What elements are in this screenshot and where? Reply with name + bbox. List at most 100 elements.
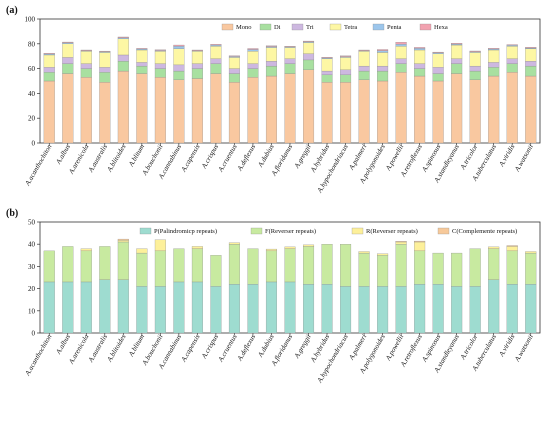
bar-segment-a: [173, 44, 185, 47]
bar-segment-b: [62, 246, 74, 283]
legend-label-a: Penta: [387, 24, 402, 31]
bar-segment-b: [99, 279, 111, 334]
bar-segment-b: [191, 248, 203, 283]
bar-segment-a: [62, 43, 74, 58]
category-label-a: A.greggii: [292, 143, 312, 170]
bar-segment-b: [469, 286, 481, 334]
category-label-b: A.dubius: [256, 333, 276, 359]
category-label-b: A.blitum: [127, 333, 146, 359]
bar-segment-b: [80, 250, 92, 283]
y-tick-label-b: 30: [28, 263, 36, 271]
bar-segment-b: [321, 244, 333, 285]
bar-segment-a: [191, 63, 203, 69]
bar-segment-a: [525, 47, 537, 49]
bar-segment-b: [358, 251, 370, 254]
bar-segment-a: [395, 42, 407, 45]
bar-segment-b: [173, 248, 185, 283]
bar-segment-b: [80, 248, 92, 252]
bar-segment-a: [247, 51, 259, 64]
bar-segment-a: [469, 70, 481, 80]
bar-segment-b: [395, 241, 407, 245]
legend-label-a: Mono: [236, 24, 252, 31]
bar-segment-a: [377, 49, 389, 51]
bar-segment-a: [265, 45, 278, 47]
bar-segment-a: [173, 48, 185, 66]
legend-swatch-b: [250, 227, 263, 235]
bar-segment-a: [154, 51, 166, 64]
bar-segment-a: [395, 63, 407, 73]
bar-segment-b: [284, 248, 296, 283]
bar-segment-a: [506, 72, 518, 144]
bar-segment-a: [154, 63, 166, 69]
bar-segment-b: [395, 244, 407, 287]
bar-segment-a: [395, 72, 407, 144]
y-tick-label-b: 20: [28, 285, 36, 293]
bar-segment-a: [228, 82, 240, 144]
legend-label-b: C(Complemente repeats): [452, 228, 517, 235]
bar-segment-b: [117, 238, 129, 241]
bar-segment-a: [321, 70, 333, 75]
y-tick-label-a: 40: [28, 90, 36, 98]
bar-segment-a: [525, 48, 537, 62]
bar-segment-b: [451, 286, 463, 334]
bar-segment-a: [210, 46, 222, 59]
bar-segment-a: [62, 41, 74, 43]
bar-segment-a: [210, 73, 222, 144]
bar-segment-a: [228, 73, 240, 83]
bar-segment-b: [136, 286, 148, 334]
bar-segment-b: [377, 286, 389, 334]
bar-segment-a: [117, 61, 129, 72]
bar-segment-a: [117, 36, 129, 38]
bar-segment-a: [414, 68, 426, 77]
bar-segment-a: [99, 72, 111, 83]
bar-segment-a: [377, 50, 389, 53]
bar-segment-b: [321, 284, 333, 334]
bar-segment-b: [43, 250, 55, 283]
bar-segment-a: [358, 79, 370, 144]
bar-segment-a: [191, 49, 203, 51]
bar-segment-a: [62, 73, 74, 144]
category-label-a: A.deflexus: [235, 143, 257, 173]
bar-segment-b: [506, 284, 518, 334]
bar-segment-a: [340, 57, 352, 70]
bar-segment-a: [451, 43, 463, 45]
bar-segment-a: [469, 52, 481, 67]
legend-swatch-a: [259, 23, 272, 31]
bar-segment-a: [488, 49, 500, 63]
bar-segment-a: [451, 73, 463, 144]
bar-segment-a: [80, 51, 92, 64]
bar-segment-a: [247, 49, 259, 52]
bar-segment-b: [191, 246, 203, 249]
bar-segment-b: [488, 246, 500, 249]
bar-segment-a: [154, 49, 166, 51]
bar-segment-a: [284, 58, 296, 64]
bar-segment-b: [395, 286, 407, 334]
bar-segment-b: [43, 281, 55, 334]
bar-segment-b: [80, 281, 92, 334]
bar-segment-a: [99, 52, 111, 68]
chart-panel-a: (a) 0 20 40 60 80 100 A.acanthochiton A.albus A.…: [6, 5, 541, 195]
bar-segment-a: [340, 82, 352, 144]
bar-segment-a: [432, 80, 444, 144]
bar-segment-b: [136, 248, 148, 254]
bar-segment-a: [228, 57, 240, 69]
legend-swatch-a: [221, 23, 234, 31]
bar-segment-b: [525, 284, 537, 334]
bar-segment-b: [117, 240, 129, 243]
bar-segment-b: [358, 252, 370, 287]
bar-segment-b: [302, 244, 315, 247]
legend-label-a: Tri: [306, 24, 314, 31]
bar-segment-b: [302, 246, 315, 285]
bar-segment-b: [488, 279, 500, 334]
bar-segment-b: [525, 251, 537, 254]
bar-segment-b: [247, 284, 259, 334]
bar-segment-b: [284, 281, 296, 334]
bar-segment-a: [302, 69, 315, 144]
bar-segment-b: [340, 244, 352, 287]
bar-segment-a: [488, 67, 500, 77]
bar-segment-a: [414, 49, 426, 64]
category-label-b: A.albus: [54, 333, 72, 356]
bar-segment-b: [99, 246, 111, 280]
